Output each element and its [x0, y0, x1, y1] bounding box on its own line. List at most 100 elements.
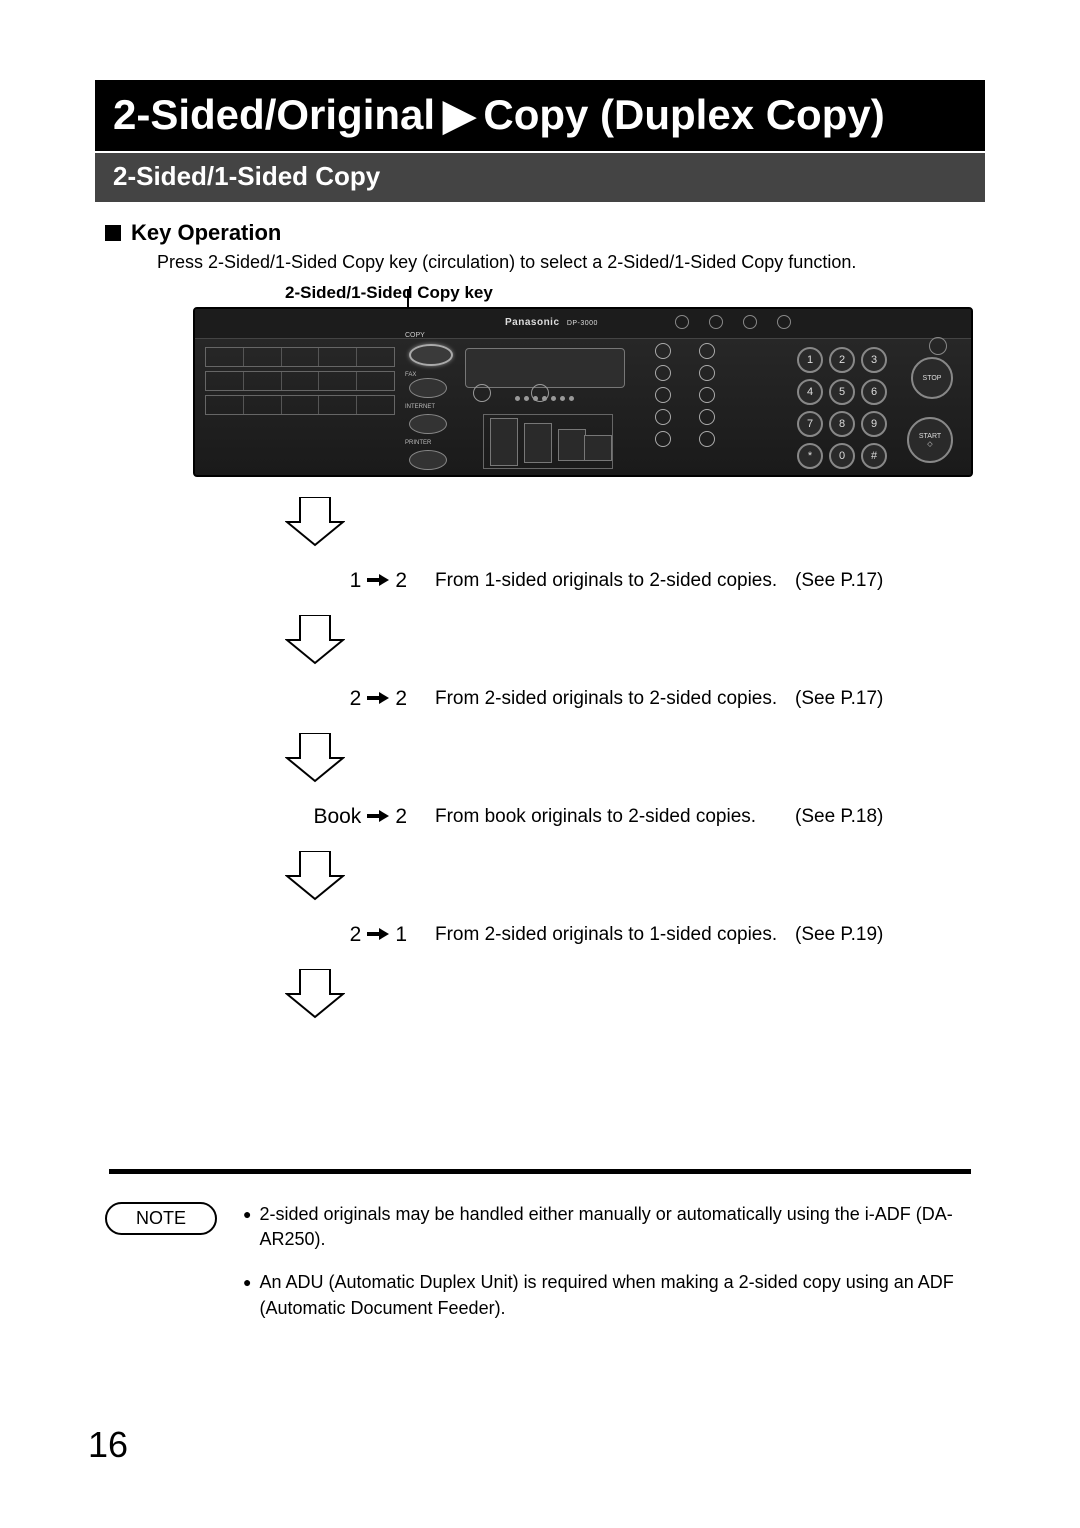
internet-button[interactable]	[409, 414, 447, 434]
size-button[interactable]	[699, 365, 715, 381]
flow-label-right: 1	[395, 923, 407, 947]
panel-left-cell[interactable]	[357, 372, 394, 390]
page-number: 16	[88, 1424, 128, 1466]
dot-icon	[533, 396, 538, 401]
key-operation-heading-row: Key Operation	[105, 220, 975, 246]
panel-left-cell[interactable]	[357, 396, 394, 414]
letter-button[interactable]	[655, 387, 671, 403]
energy-saver-button[interactable]	[675, 315, 689, 329]
flow-row: 1 2 From 1-sided originals to 2-sided co…	[235, 553, 975, 609]
section-bullet-icon	[105, 225, 121, 241]
ledger-button[interactable]	[655, 343, 671, 359]
page-title-bar: 2-Sided/Original ▶ Copy (Duplex Copy)	[95, 80, 985, 151]
panel-mid: COPY FAX INTERNET PRINTER	[405, 344, 635, 472]
numkey-hash[interactable]: #	[861, 443, 887, 469]
numkey-8[interactable]: 8	[829, 411, 855, 437]
panel-left-cell[interactable]	[244, 396, 282, 414]
flow-label-left: 1	[350, 569, 362, 593]
function-button[interactable]	[743, 315, 757, 329]
numkey-0[interactable]: 0	[829, 443, 855, 469]
arrow-right-icon	[367, 925, 389, 946]
panel-left-cell[interactable]	[206, 348, 244, 366]
flash-button[interactable]	[699, 343, 715, 359]
numkey-3[interactable]: 3	[861, 347, 887, 373]
start-icon: ◇	[927, 440, 932, 448]
paper-size-icon	[524, 423, 552, 463]
flow-row: 2 2 From 2-sided originals to 2-sided co…	[235, 671, 975, 727]
bullet-icon: ●	[243, 1202, 251, 1252]
panel-row2	[409, 378, 447, 398]
flow-desc: From 2-sided originals to 2-sided copies…	[435, 686, 795, 712]
output-button[interactable]	[473, 384, 491, 402]
dot-icon	[524, 396, 529, 401]
start-label: START	[919, 433, 941, 440]
flow-row: 2 1 From 2-sided originals to 1-sided co…	[235, 907, 975, 963]
numkey-5[interactable]: 5	[829, 379, 855, 405]
divider-rule	[109, 1169, 971, 1174]
model-text: DP-3000	[567, 320, 598, 327]
flow-label-left: 2	[350, 923, 362, 947]
panel-left-row	[205, 347, 395, 367]
title-left: 2-Sided/Original	[113, 91, 435, 139]
panel-left-row	[205, 371, 395, 391]
reset-button[interactable]	[777, 315, 791, 329]
numkey-star[interactable]: *	[797, 443, 823, 469]
panel-size-column	[655, 343, 795, 473]
flow-ref: (See P.17)	[795, 570, 935, 592]
panel-left-cell[interactable]	[206, 396, 244, 414]
flow-label: Book 2	[235, 805, 435, 829]
panel-left-cell[interactable]	[319, 372, 357, 390]
numkey-7[interactable]: 7	[797, 411, 823, 437]
panel-top-right-buttons	[675, 315, 791, 329]
flow-desc: From book originals to 2-sided copies.	[435, 804, 795, 830]
invoice-button[interactable]	[655, 431, 671, 447]
stop-button[interactable]: STOP	[911, 357, 953, 399]
dot-icon	[569, 396, 574, 401]
clear-button[interactable]	[929, 337, 947, 355]
numpad: 1 2 3 4 5 6 7 8 9 * 0 #	[797, 347, 887, 469]
brand-label: Panasonic DP-3000	[505, 317, 598, 328]
numkey-4[interactable]: 4	[797, 379, 823, 405]
panel-left-cell[interactable]	[206, 372, 244, 390]
flow-desc: From 2-sided originals to 1-sided copies…	[435, 922, 795, 948]
bullet-icon: ●	[243, 1270, 251, 1320]
numkey-6[interactable]: 6	[861, 379, 887, 405]
panel-left-cell[interactable]	[319, 396, 357, 414]
panel-left-grid	[205, 347, 395, 467]
legal-button[interactable]	[655, 365, 671, 381]
brand-text: Panasonic	[505, 317, 560, 328]
copy-mode-button[interactable]	[409, 344, 453, 366]
flow-label-right: 2	[395, 805, 407, 829]
key-operation-heading: Key Operation	[131, 220, 281, 246]
panel-left-cell[interactable]	[244, 348, 282, 366]
interrupt-button[interactable]	[709, 315, 723, 329]
content: Key Operation Press 2-Sided/1-Sided Copy…	[95, 202, 985, 1339]
start-button[interactable]: START ◇	[907, 417, 953, 463]
flow-label-left: Book	[313, 805, 361, 829]
flow-section: 1 2 From 1-sided originals to 2-sided co…	[235, 497, 975, 1019]
note-item: ● 2-sided originals may be handled eithe…	[243, 1202, 975, 1252]
panel-left-cell[interactable]	[282, 372, 320, 390]
fax-button[interactable]	[409, 378, 447, 398]
dot-icon	[515, 396, 520, 401]
panel-left-cell[interactable]	[282, 348, 320, 366]
panel-left-cell[interactable]	[244, 372, 282, 390]
letter-r-button[interactable]	[655, 409, 671, 425]
numkey-1[interactable]: 1	[797, 347, 823, 373]
panel-left-cell[interactable]	[357, 348, 394, 366]
panel-left-cell[interactable]	[319, 348, 357, 366]
subtitle-bar: 2-Sided/1-Sided Copy	[95, 153, 985, 202]
set-button[interactable]	[699, 431, 715, 447]
size-row	[655, 409, 795, 425]
panel-left-row	[205, 395, 395, 415]
size-button[interactable]	[699, 387, 715, 403]
monitor-button[interactable]	[699, 409, 715, 425]
numkey-9[interactable]: 9	[861, 411, 887, 437]
flow-arrow-icon	[285, 969, 975, 1019]
numkey-2[interactable]: 2	[829, 347, 855, 373]
printer-button[interactable]	[409, 450, 447, 470]
arrow-right-icon	[367, 807, 389, 828]
dot-icon	[551, 396, 556, 401]
note-text: An ADU (Automatic Duplex Unit) is requir…	[259, 1270, 975, 1320]
panel-left-cell[interactable]	[282, 396, 320, 414]
